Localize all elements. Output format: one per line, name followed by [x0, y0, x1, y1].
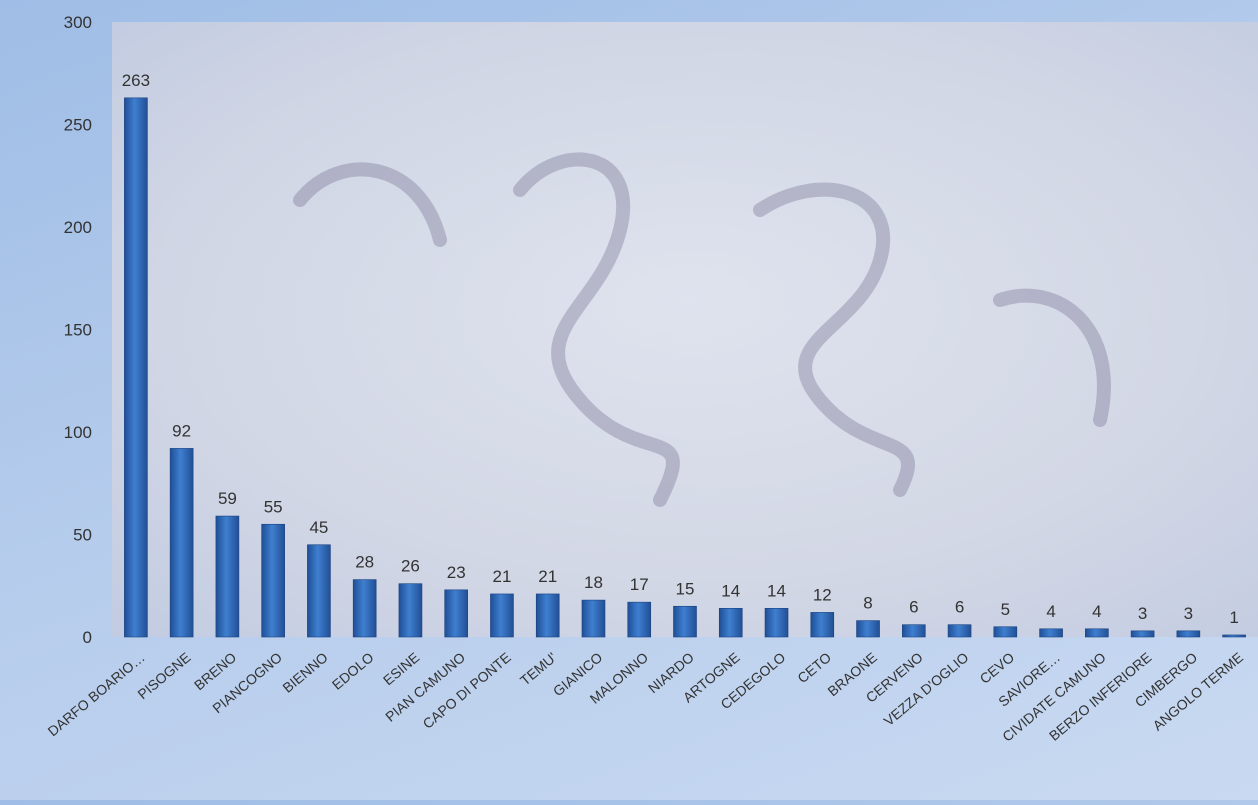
- bar: [993, 626, 1018, 638]
- data-label: 3: [1138, 604, 1147, 623]
- y-tick-label: 100: [64, 423, 92, 442]
- bar: [215, 515, 240, 638]
- bar: [1222, 634, 1246, 638]
- data-label: 14: [721, 581, 740, 600]
- bar: [1085, 628, 1109, 638]
- bars: [124, 97, 1246, 638]
- data-label: 5: [1001, 600, 1010, 619]
- x-tick-label: CEVO: [977, 649, 1018, 687]
- bar: [398, 583, 423, 638]
- bar: [673, 605, 697, 638]
- x-tick-label: BIENNO: [279, 649, 330, 696]
- y-tick-label: 200: [64, 218, 92, 237]
- x-tick-label: DARFO BOARIO…: [45, 649, 148, 739]
- y-tick-label: 150: [64, 321, 92, 340]
- data-label: 4: [1092, 602, 1101, 621]
- data-label: 26: [401, 557, 420, 576]
- data-label: 23: [447, 563, 466, 582]
- data-label: 17: [630, 575, 649, 594]
- data-label: 8: [863, 594, 872, 613]
- data-label: 18: [584, 573, 603, 592]
- bar: [627, 601, 652, 638]
- bar: [169, 448, 194, 638]
- data-label: 3: [1184, 604, 1193, 623]
- data-label: 4: [1046, 602, 1055, 621]
- data-label: 1: [1229, 608, 1238, 627]
- y-tick-label: 250: [64, 116, 92, 135]
- bar: [124, 97, 148, 638]
- bar: [947, 624, 972, 638]
- bar: [307, 544, 331, 638]
- bar: [352, 579, 377, 638]
- bar: [810, 612, 835, 638]
- data-label: 15: [676, 579, 695, 598]
- data-label: 6: [909, 598, 918, 617]
- data-label: 21: [492, 567, 511, 586]
- bar: [718, 607, 743, 638]
- data-label: 6: [955, 598, 964, 617]
- bar: [856, 620, 880, 638]
- bar: [764, 607, 789, 638]
- x-tick-label: CETO: [794, 649, 834, 686]
- bar: [535, 593, 560, 638]
- data-label: 12: [813, 585, 832, 604]
- x-tick-label: ESINE: [380, 649, 422, 688]
- bar: [261, 523, 285, 638]
- data-label: 21: [538, 567, 557, 586]
- y-axis: 0 50 100 150 200 250 300: [64, 13, 92, 647]
- rock-carving-texture: [293, 152, 1111, 507]
- x-tick-label: VEZZA D'OGLIO: [880, 649, 971, 729]
- data-label: 55: [264, 497, 283, 516]
- x-tick-label: EDOLO: [329, 649, 377, 693]
- data-label: 14: [767, 581, 786, 600]
- data-label: 45: [309, 518, 328, 537]
- y-tick-label: 50: [73, 526, 92, 545]
- bar: [581, 599, 606, 638]
- plot-background: [112, 22, 1258, 637]
- bar: [1039, 628, 1063, 638]
- data-label: 92: [172, 421, 191, 440]
- bar: [1176, 630, 1201, 638]
- bar: [901, 624, 926, 638]
- data-label: 263: [122, 71, 150, 90]
- y-tick-label: 0: [83, 628, 92, 647]
- data-label: 59: [218, 489, 237, 508]
- x-tick-label: PIAN CAMUNO: [382, 649, 468, 725]
- bar: [1130, 630, 1155, 638]
- bar: [444, 589, 469, 638]
- data-label: 28: [355, 553, 374, 572]
- y-tick-label: 300: [64, 13, 92, 32]
- value-labels: 263 92 59 55 45 28 26 23 21 21 18 17 15 14 14 12 8 6 6 5 4 4 3…: [122, 71, 1239, 627]
- x-axis-labels: DARFO BOARIO…PISOGNEBRENOPIANCOGNOBIENNO…: [45, 649, 1246, 745]
- x-tick-label: TEMU': [517, 649, 560, 688]
- bar: [490, 593, 514, 638]
